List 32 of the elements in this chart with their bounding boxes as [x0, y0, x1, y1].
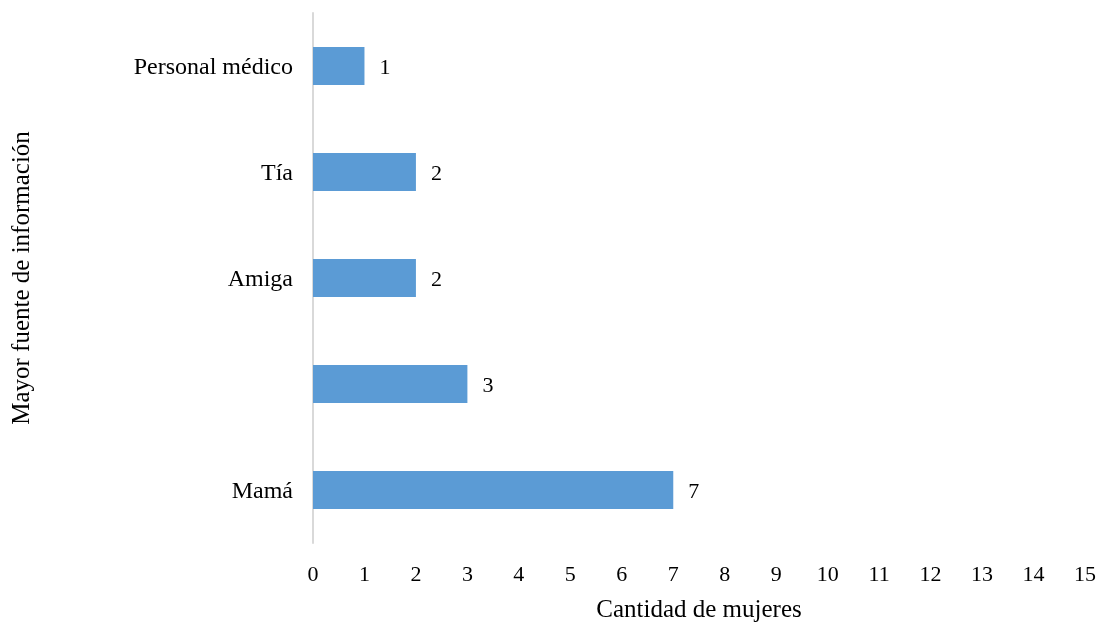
x-tick-label: 9 [770, 560, 782, 586]
x-tick-label: 8 [719, 560, 731, 586]
x-tick-label: 1 [358, 560, 370, 586]
y-tick-label: Amiga [227, 265, 294, 291]
bar [313, 152, 416, 192]
x-tick-label: 5 [564, 560, 576, 586]
y-tick-label: Mamá [231, 477, 294, 503]
x-tick-label: 12 [919, 560, 942, 586]
x-axis-title: Cantidad de mujeres [596, 595, 802, 622]
data-label: 2 [430, 159, 442, 185]
data-label: 7 [688, 477, 700, 503]
bar [313, 364, 468, 404]
y-tick-label: Personal médico [133, 53, 293, 79]
x-tick-label: 13 [971, 560, 994, 586]
x-tick-label: 2 [410, 560, 422, 586]
y-tick-label: Tía [261, 159, 294, 185]
bar [313, 470, 674, 510]
x-tick-label: 14 [1022, 560, 1045, 586]
x-tick-label: 11 [868, 560, 890, 586]
data-label: 3 [482, 371, 494, 397]
x-tick-label: 3 [461, 560, 473, 586]
x-tick-label: 6 [616, 560, 628, 586]
x-tick-label: 4 [513, 560, 525, 586]
x-tick-label: 7 [667, 560, 679, 586]
data-label: 2 [430, 265, 442, 291]
x-tick-label: 10 [816, 560, 839, 586]
bar [313, 46, 365, 86]
x-tick-label: 0 [307, 560, 319, 586]
data-label: 1 [379, 53, 391, 79]
y-axis-title: Mayor fuente de información [7, 130, 34, 425]
bar [313, 258, 416, 298]
x-tick-label: 15 [1074, 560, 1096, 586]
